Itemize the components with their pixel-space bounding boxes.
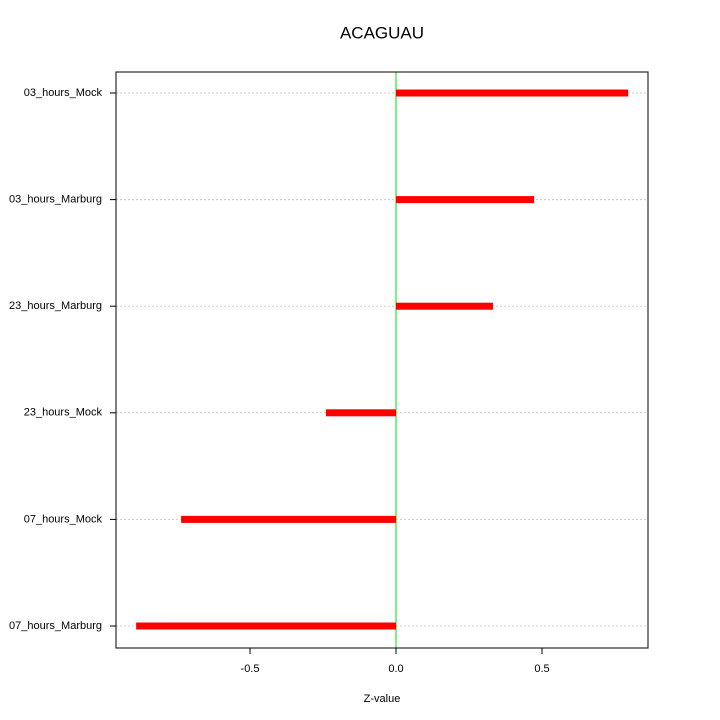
plot-frame (115, 71, 649, 649)
bar (396, 89, 629, 97)
y-tick-label: 03_hours_Mock (24, 87, 103, 99)
x-tick-label: 0.5 (534, 663, 549, 675)
bar (396, 302, 493, 310)
x-axis-label: Z-value (364, 693, 401, 705)
y-tick-label: 23_hours_Mock (24, 407, 103, 419)
x-tick-label: 0.0 (388, 663, 403, 675)
y-tick-label: 03_hours_Marburg (9, 194, 102, 206)
x-tick-label: -0.5 (241, 663, 260, 675)
bar (396, 196, 535, 204)
y-tick-label: 23_hours_Marburg (9, 300, 102, 312)
y-tick-label: 07_hours_Mock (24, 513, 103, 525)
bar (325, 409, 397, 417)
y-tick-label: 07_hours_Marburg (9, 620, 102, 632)
chart-title: ACAGUAU (340, 23, 424, 42)
bar (136, 622, 397, 630)
bar (181, 515, 397, 523)
